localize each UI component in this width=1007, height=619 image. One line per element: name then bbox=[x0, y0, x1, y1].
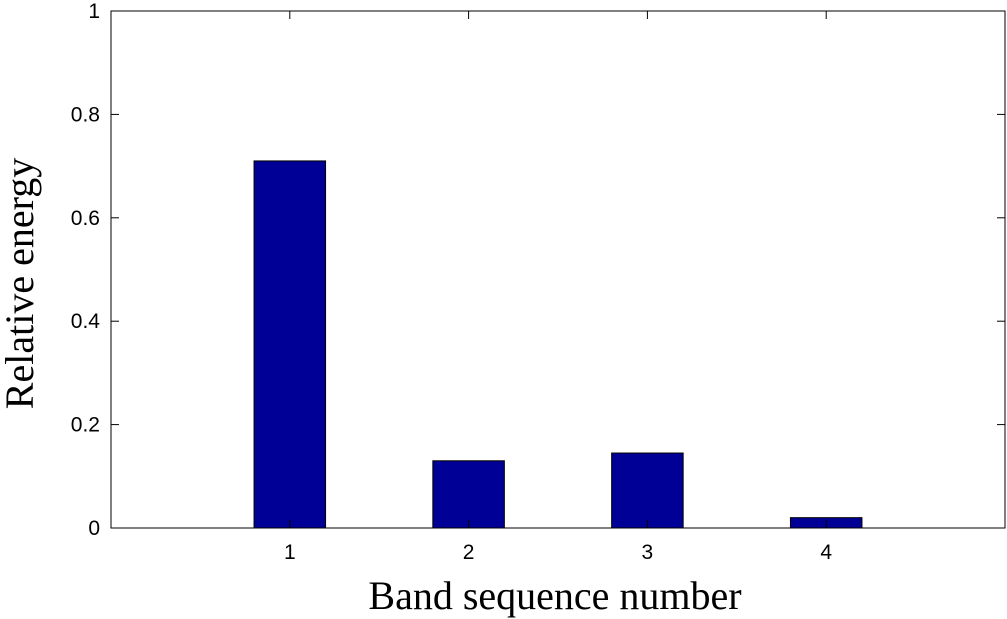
x-axis-title: Band sequence number bbox=[368, 573, 741, 618]
bar-2 bbox=[432, 460, 505, 529]
x-tick-labels: 1 2 3 4 bbox=[284, 541, 832, 564]
bar-3 bbox=[611, 452, 684, 529]
y-tick-label-0.6: 0.6 bbox=[71, 207, 100, 230]
x-tick-label-1: 1 bbox=[284, 541, 296, 564]
bars-group bbox=[253, 160, 863, 529]
plot-area-frame bbox=[110, 10, 1006, 529]
y-tick-label-0.2: 0.2 bbox=[71, 414, 100, 437]
y-tick-label-1: 1 bbox=[88, 0, 100, 23]
x-tick-label-4: 4 bbox=[820, 541, 832, 564]
x-tick-label-3: 3 bbox=[642, 541, 654, 564]
bar-1 bbox=[253, 160, 327, 529]
y-tick-labels: 0 0.2 0.4 0.6 0.8 1 bbox=[71, 0, 101, 540]
y-tick-label-0.8: 0.8 bbox=[71, 103, 100, 126]
x-tick-label-2: 2 bbox=[463, 541, 475, 564]
y-axis-title: Relative energy bbox=[0, 158, 42, 409]
y-tick-label-0: 0 bbox=[88, 517, 100, 540]
y-tick-label-0.4: 0.4 bbox=[71, 310, 101, 333]
